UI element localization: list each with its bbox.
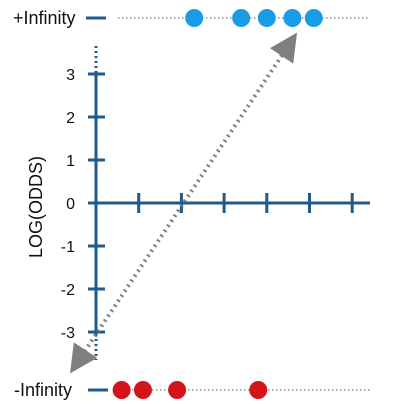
y-tick-label-2: 1 bbox=[66, 153, 75, 170]
plus-infinity-row: +Infinity bbox=[13, 8, 370, 28]
top-point-2 bbox=[257, 9, 276, 27]
top-point-3 bbox=[283, 9, 302, 27]
bottom-point-2 bbox=[168, 381, 187, 399]
y-tick-label-4: -1 bbox=[61, 239, 75, 256]
axes-group: 3 2 1 0 -1 -2 -3 bbox=[61, 46, 370, 360]
top-point-1 bbox=[232, 9, 251, 27]
y-ticks-group: 3 2 1 0 -1 -2 -3 bbox=[61, 67, 105, 342]
minus-infinity-row: -Infinity bbox=[14, 380, 370, 400]
plus-infinity-label: +Infinity bbox=[13, 8, 76, 28]
bottom-points-group bbox=[112, 381, 268, 399]
y-tick-label-5: -2 bbox=[61, 282, 75, 299]
top-points-group bbox=[185, 9, 323, 27]
bottom-point-0 bbox=[112, 381, 131, 399]
bottom-point-3 bbox=[249, 381, 268, 399]
y-tick-label-6: -3 bbox=[61, 325, 75, 342]
top-point-4 bbox=[304, 9, 323, 27]
y-axis-label: LOG(ODDS) bbox=[26, 156, 46, 258]
bottom-point-1 bbox=[133, 381, 152, 399]
y-tick-label-1: 2 bbox=[66, 110, 75, 127]
y-tick-label-3: 0 bbox=[66, 196, 75, 213]
minus-infinity-label: -Infinity bbox=[14, 380, 72, 400]
y-tick-label-0: 3 bbox=[66, 67, 75, 84]
top-point-0 bbox=[185, 9, 204, 27]
